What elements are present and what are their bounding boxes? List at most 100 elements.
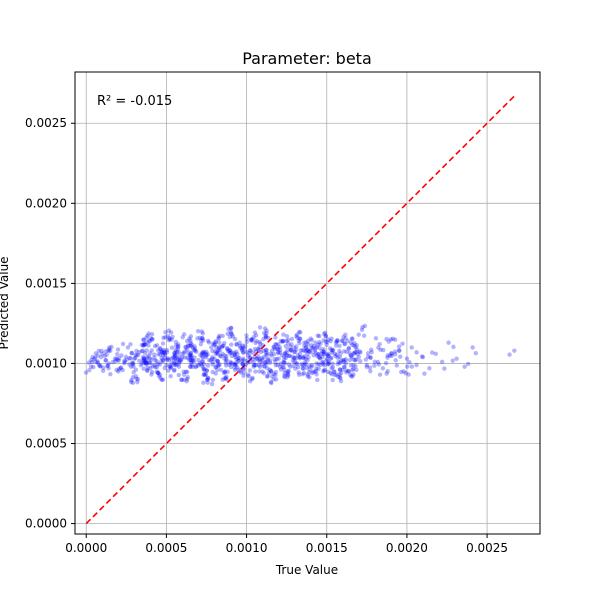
scatter-point bbox=[290, 358, 296, 363]
scatter-point bbox=[145, 360, 150, 366]
scatter-point bbox=[330, 348, 335, 353]
scatter-point bbox=[208, 358, 213, 363]
scatter-point bbox=[93, 359, 99, 365]
scatter-point bbox=[189, 353, 194, 358]
scatter-point bbox=[363, 357, 369, 362]
scatter-point bbox=[228, 329, 234, 335]
scatter-point bbox=[240, 350, 246, 355]
scatter-point bbox=[167, 335, 172, 341]
scatter-point bbox=[114, 356, 119, 362]
scatter-point bbox=[128, 364, 134, 369]
scatter-point bbox=[298, 336, 303, 342]
scatter-point bbox=[175, 347, 180, 352]
scatter-point bbox=[181, 372, 187, 377]
scatter-point bbox=[383, 360, 389, 366]
scatter-point bbox=[106, 361, 112, 366]
scatter-point bbox=[348, 353, 354, 358]
scatter-point bbox=[319, 351, 324, 357]
scatter-point bbox=[192, 346, 198, 352]
scatter-point bbox=[291, 345, 297, 350]
scatter-point bbox=[356, 332, 361, 337]
scatter-point bbox=[258, 349, 264, 355]
scatter-point bbox=[220, 333, 225, 339]
scatter-point bbox=[104, 352, 109, 357]
scatter-point bbox=[164, 350, 170, 355]
scatter-point bbox=[320, 354, 325, 360]
scatter-point bbox=[365, 351, 371, 356]
scatter-point bbox=[159, 348, 165, 354]
scatter-point bbox=[168, 365, 174, 370]
scatter-point bbox=[275, 342, 281, 347]
scatter-point bbox=[200, 351, 205, 356]
scatter-point bbox=[346, 346, 351, 352]
scatter-point bbox=[200, 359, 205, 364]
scatter-point bbox=[466, 361, 471, 367]
scatter-point bbox=[396, 344, 402, 349]
scatter-point bbox=[222, 341, 227, 346]
scatter-point bbox=[224, 376, 229, 382]
scatter-point bbox=[340, 367, 345, 373]
scatter-point bbox=[90, 354, 95, 360]
scatter-point bbox=[330, 347, 336, 352]
scatter-point bbox=[246, 374, 251, 379]
scatter-point bbox=[269, 348, 275, 353]
scatter-point bbox=[271, 371, 277, 377]
scatter-point bbox=[110, 359, 115, 365]
scatter-point bbox=[328, 370, 333, 376]
scatter-point bbox=[350, 374, 355, 379]
scatter-point bbox=[221, 343, 226, 348]
scatter-point bbox=[295, 352, 300, 358]
scatter-point bbox=[240, 361, 246, 366]
scatter-point bbox=[140, 358, 146, 364]
scatter-point bbox=[266, 370, 272, 375]
scatter-point bbox=[140, 361, 145, 366]
scatter-point bbox=[279, 353, 285, 358]
scatter-point bbox=[115, 347, 121, 352]
scatter-point bbox=[200, 335, 205, 341]
scatter-point bbox=[225, 346, 230, 352]
scatter-point bbox=[189, 355, 194, 360]
scatter-point bbox=[103, 349, 108, 354]
scatter-point bbox=[205, 380, 210, 385]
scatter-point bbox=[229, 349, 234, 355]
scatter-point bbox=[266, 335, 271, 341]
scatter-point bbox=[282, 373, 287, 379]
scatter-point bbox=[286, 341, 291, 346]
scatter-point bbox=[307, 348, 312, 354]
scatter-point bbox=[353, 349, 358, 355]
scatter-point bbox=[317, 356, 323, 361]
scatter-point bbox=[278, 350, 283, 355]
scatter-point bbox=[100, 368, 106, 373]
scatter-point bbox=[134, 376, 139, 381]
scatter-point bbox=[333, 340, 339, 345]
scatter-point bbox=[337, 343, 342, 349]
scatter-point bbox=[238, 368, 243, 374]
scatter-point bbox=[164, 347, 170, 353]
scatter-point bbox=[305, 338, 311, 344]
scatter-point bbox=[99, 348, 104, 354]
scatter-point bbox=[263, 347, 269, 353]
scatter-point bbox=[205, 352, 210, 357]
scatter-point bbox=[141, 356, 146, 361]
reference-line-group bbox=[85, 95, 515, 525]
x-tick-label: 0.0020 bbox=[386, 541, 428, 555]
scatter-point bbox=[352, 341, 357, 346]
scatter-point bbox=[300, 347, 306, 353]
scatter-point bbox=[205, 363, 211, 368]
scatter-point bbox=[215, 363, 221, 368]
scatter-point bbox=[100, 351, 105, 357]
scatter-point bbox=[141, 342, 147, 347]
scatter-point bbox=[220, 351, 225, 357]
scatter-point bbox=[238, 345, 243, 350]
scatter-point bbox=[205, 376, 211, 381]
scatter-point bbox=[210, 348, 215, 354]
scatter-point bbox=[150, 363, 155, 369]
scatter-point bbox=[307, 370, 312, 375]
scatter-point bbox=[197, 361, 202, 366]
scatter-point bbox=[210, 360, 216, 365]
scatter-point bbox=[146, 331, 151, 336]
scatter-point bbox=[201, 380, 206, 385]
scatter-point bbox=[199, 329, 205, 334]
scatter-point bbox=[233, 354, 238, 360]
scatter-point bbox=[196, 358, 201, 363]
